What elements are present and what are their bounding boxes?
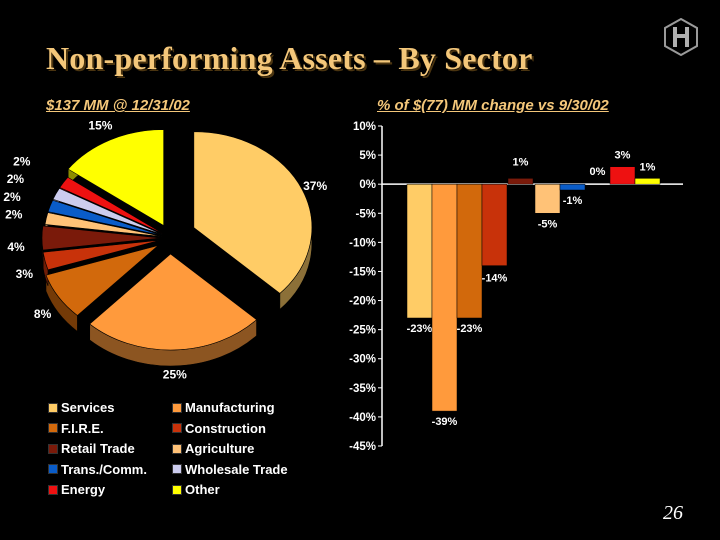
pie-label-wholesale-trade: 2% — [7, 172, 25, 186]
legend-label: Wholesale Trade — [185, 461, 288, 477]
legend-item-manufacturing: Manufacturing — [172, 398, 275, 418]
bar-label-energy: 3% — [615, 150, 631, 162]
pie-label-other: 15% — [88, 120, 112, 133]
bar-services — [406, 183, 433, 319]
pie-chart: 37% 25% 8% 3% 4% 2% 2% 2% 2% 15% — [3, 120, 327, 381]
pie-label-construction: 3% — [16, 267, 34, 281]
legend-label: Other — [185, 482, 220, 497]
bar-label-f-i-r-e: -23% — [457, 323, 483, 335]
legend-item-agriculture: Agriculture — [172, 439, 254, 459]
bar-chart: 10% 5% 0% -5% -10% -15% -20% -25% -30% -35% -40% -4… — [349, 121, 683, 450]
y-tick-label: 10% — [353, 121, 376, 133]
legend-swatch — [172, 443, 182, 454]
y-tick-label: 0% — [359, 179, 376, 191]
legend-swatch — [48, 464, 58, 475]
bar-energy — [609, 166, 636, 185]
y-tick-label: -40% — [349, 412, 376, 424]
y-tick-label: -25% — [349, 325, 376, 337]
pie-label-f-i-r-e: 8% — [34, 307, 52, 321]
legend-swatch — [48, 443, 58, 454]
company-logo-icon — [664, 18, 698, 56]
pie-slice-trans-comm — [47, 199, 163, 236]
pie-slice-manufacturing — [89, 253, 257, 351]
legend-label: Retail Trade — [61, 441, 135, 456]
legend-item-retail-trade: Retail Trade — [48, 439, 135, 459]
pie-slice-services — [193, 131, 313, 294]
pie-label-trans-comm: 2% — [3, 190, 21, 204]
bar-label-wholesale-trade: 0% — [590, 166, 606, 178]
y-tick-label: -30% — [349, 354, 376, 366]
legend-swatch — [172, 484, 182, 495]
bar-label-manufacturing: -39% — [432, 416, 458, 428]
pie-chart-subtitle: $137 MM @ 12/31/02 — [46, 97, 190, 114]
legend-item-energy: Energy — [48, 480, 105, 500]
pie-tops — [41, 129, 313, 351]
y-tick-label: 5% — [359, 150, 376, 162]
y-tick-label: -5% — [356, 208, 376, 220]
bar-label-services: -23% — [407, 323, 433, 335]
bar-chart-subtitle: % of $(77) MM change vs 9/30/02 — [377, 97, 609, 114]
bar-y-axis: 10% 5% 0% -5% -10% -15% -20% -25% -30% -35% -40% -4… — [349, 121, 383, 450]
legend-swatch — [48, 402, 58, 413]
bar-f-i-r-e — [456, 183, 483, 319]
y-tick-label: -45% — [349, 441, 376, 450]
bar-label-construction: -14% — [482, 273, 508, 285]
slide-title: Non-performing Assets – By Sector — [46, 40, 533, 76]
legend-label: Construction — [185, 420, 266, 436]
pie-label-energy: 2% — [13, 155, 31, 169]
pie-slice-agriculture — [44, 212, 163, 237]
legend-swatch — [172, 423, 182, 434]
bar-retail-trade — [507, 178, 534, 185]
y-tick-label: -20% — [349, 296, 376, 308]
pie-label-retail-trade: 4% — [7, 240, 25, 254]
bar-label-other: 1% — [640, 161, 656, 173]
bar-label-trans-comm: -1% — [563, 195, 583, 207]
pie-label-manufacturing: 25% — [163, 367, 187, 381]
bar-trans-comm — [559, 183, 586, 191]
legend-item-construction: Construction — [172, 419, 266, 439]
pie-labels: 37% 25% 8% 3% 4% 2% 2% 2% 2% 15% — [3, 120, 327, 381]
y-tick-label: -15% — [349, 266, 376, 278]
legend-item-trans-comm: Trans./Comm. — [48, 460, 147, 480]
pie-slice-construction — [42, 239, 161, 271]
y-tick-label: -35% — [349, 383, 376, 395]
legend-label: Manufacturing — [185, 400, 275, 415]
bar-agriculture — [534, 183, 561, 214]
legend-item-other: Other — [172, 480, 220, 500]
legend-swatch — [172, 464, 182, 475]
legend-swatch — [48, 484, 58, 495]
legend-swatch — [172, 402, 182, 413]
legend-swatch — [48, 423, 58, 434]
bar-manufacturing — [431, 183, 458, 412]
legend-label: F.I.R.E. — [61, 420, 104, 436]
pie-slice-wholesale-trade — [52, 187, 163, 235]
bar-label-retail-trade: 1% — [513, 156, 529, 168]
pie-label-agriculture: 2% — [5, 207, 23, 221]
y-tick-label: -10% — [349, 237, 376, 249]
bar-label-agriculture: -5% — [538, 218, 558, 230]
legend-label: Trans./Comm. — [61, 461, 147, 477]
bar-series: -23% -39% -23% -14% 1% -5% -1% 0% 3% 1% — [406, 150, 661, 428]
pie-slice-f-i-r-e — [45, 245, 159, 316]
pie-label-services: 37% — [303, 179, 327, 193]
bar-other — [634, 178, 661, 185]
legend-item-services: Services — [48, 398, 115, 418]
page-number: 26 — [663, 502, 683, 524]
legend-label: Energy — [61, 482, 106, 497]
legend-item-wholesale-trade: Wholesale Trade — [172, 460, 288, 480]
bar-construction — [481, 183, 508, 266]
legend-label: Services — [61, 400, 115, 415]
legend-item-f-i-r-e: F.I.R.E. — [48, 419, 104, 439]
pie-slice-other — [67, 129, 164, 227]
pie-slice-energy — [59, 176, 164, 234]
legend-label: Agriculture — [185, 441, 255, 456]
pie-slice-retail-trade — [41, 225, 161, 251]
